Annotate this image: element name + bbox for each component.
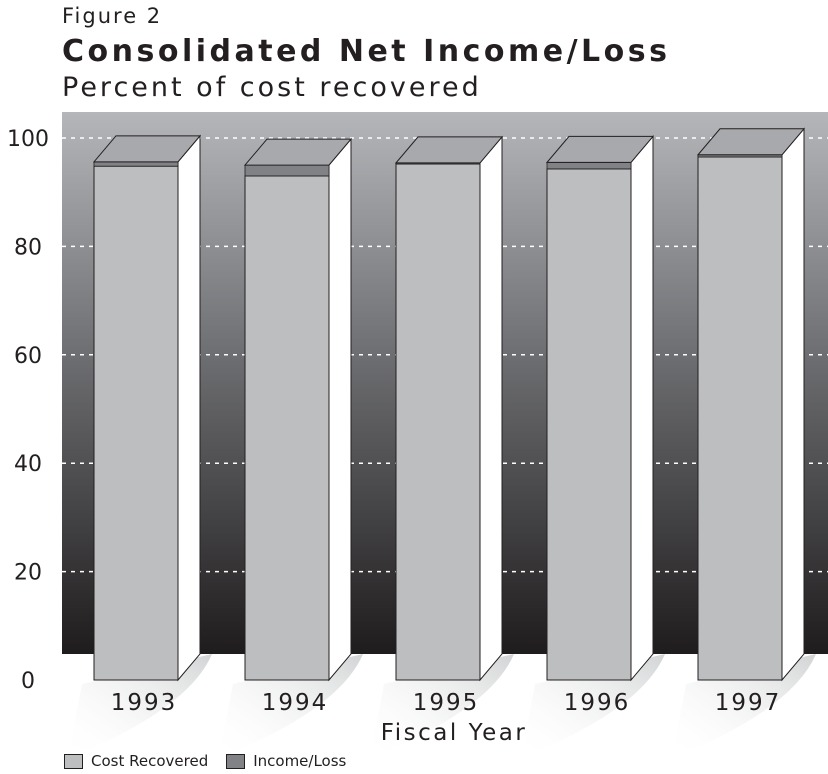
legend-swatch-cost-recovered [64,753,83,769]
y-tick-100: 100 [7,127,49,152]
x-tick-1997: 1997 [715,690,782,716]
legend-item-income-loss: Income/Loss [226,752,346,770]
bar-cost-recovered-1995 [395,163,481,681]
bar-side-1995 [479,135,503,682]
bar-side-1994 [328,137,352,682]
bar-cost-recovered-1994 [244,175,330,681]
bar-cost-recovered-1993 [93,165,179,681]
legend-label-cost-recovered: Cost Recovered [91,752,209,770]
x-tick-1996: 1996 [564,690,631,716]
bar-top-1997 [696,128,806,156]
legend-item-cost-recovered: Cost Recovered [64,752,208,770]
y-tick-60: 60 [14,344,42,369]
x-tick-1994: 1994 [262,690,329,716]
chart-title: Consolidated Net Income/Loss [62,34,671,69]
bar-cost-recovered-1996 [546,168,632,681]
bar-side-1993 [177,134,201,682]
bar-cost-recovered-1997 [697,156,783,681]
bar-income-loss-1993 [93,161,179,167]
bar-top-1993 [92,135,202,163]
legend: Cost Recovered Income/Loss [64,752,364,770]
x-axis-label: Fiscal Year [380,720,528,746]
bar-income-loss-1994 [244,164,330,177]
x-tick-1995: 1995 [413,690,480,716]
bar-top-1996 [545,135,655,163]
legend-swatch-income-loss [226,753,246,769]
y-tick-0: 0 [21,669,35,694]
y-tick-80: 80 [14,235,42,260]
y-tick-20: 20 [14,561,42,586]
figure-label: Figure 2 [62,4,163,28]
legend-label-income-loss: Income/Loss [253,752,347,770]
bar-side-1996 [630,135,654,682]
bar-side-1997 [781,127,805,682]
x-tick-1993: 1993 [111,690,178,716]
bar-top-1994 [243,138,353,166]
y-tick-40: 40 [14,452,42,477]
bar-income-loss-1996 [546,161,632,170]
bar-top-1995 [394,136,504,164]
chart-subtitle: Percent of cost recovered [62,72,482,103]
